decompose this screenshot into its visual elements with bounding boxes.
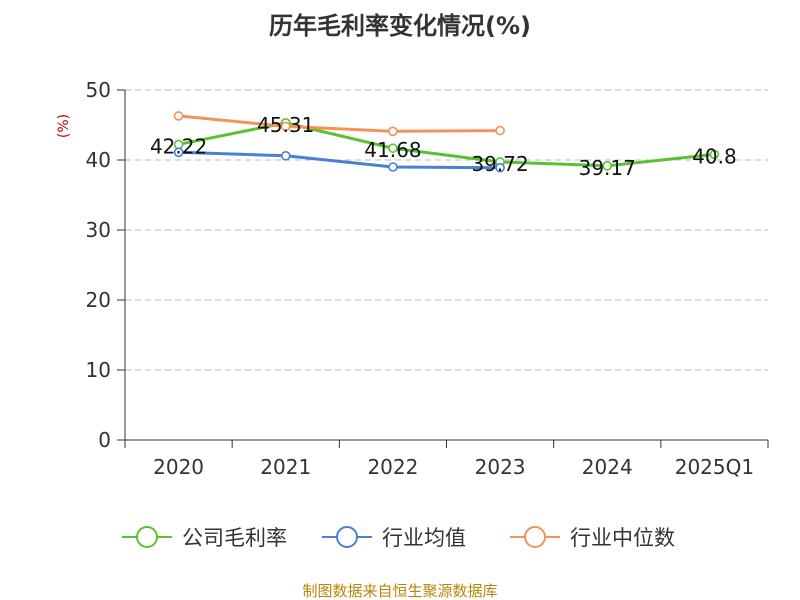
data-point-s1-0: [173, 147, 184, 158]
x-tick-labels: 2020 2021 2022 2023 2024 2025Q1: [153, 455, 754, 479]
y-tick-labels: 0 10 20 30 40 50: [86, 78, 111, 452]
legend-label-2: 行业中位数: [570, 526, 675, 550]
data-point-s0-4: [602, 161, 613, 171]
y-tick-label-20: 20: [86, 288, 111, 312]
data-label-1: 45.31: [257, 113, 314, 137]
data-point-s1-1: [280, 151, 291, 161]
x-tick-label-2021: 2021: [260, 455, 311, 479]
chart-title: 历年毛利率变化情况(%): [269, 12, 531, 40]
data-labels: 42.22 45.31 41.68 39.72 39.17 40.8: [150, 113, 737, 180]
x-tick-label-2020: 2020: [153, 455, 204, 479]
y-tick-label-30: 30: [86, 218, 111, 242]
legend-swatch-marker-0: [136, 526, 158, 548]
legend-item-1[interactable]: 行业均值: [322, 526, 466, 550]
y-tick-label-10: 10: [86, 358, 111, 382]
data-point-s2-0: [173, 111, 184, 121]
data-point-s1-3: [495, 162, 505, 173]
legend-swatch-marker-2: [524, 526, 546, 548]
axes: [117, 89, 769, 448]
legend-item-2[interactable]: 行业中位数: [510, 526, 675, 550]
legend[interactable]: 公司毛利率 行业均值 行业中位数: [122, 526, 675, 550]
y-tick-label-0: 0: [98, 428, 111, 452]
x-tick-label-2025Q1: 2025Q1: [675, 455, 754, 479]
x-tick-label-2023: 2023: [475, 455, 526, 479]
series-line-2: [178, 114, 501, 133]
legend-label-1: 行业均值: [382, 526, 466, 550]
series-line-0: [178, 121, 715, 168]
x-tick-label-2022: 2022: [367, 455, 418, 479]
data-point-s0-2: [388, 143, 398, 154]
series-group: [173, 111, 720, 173]
data-point-s2-2: [388, 126, 398, 137]
data-label-3: 39.72: [471, 152, 528, 176]
series-line-1: [178, 150, 501, 170]
source-note: 制图数据来自恒生聚源数据库: [302, 582, 497, 600]
y-axis-label: (%): [56, 114, 72, 138]
data-label-4: 39.17: [579, 156, 636, 180]
legend-label-0: 公司毛利率: [182, 526, 287, 550]
data-label-0: 42.22: [150, 134, 207, 158]
data-point-s2-3: [495, 125, 505, 136]
data-point-s2-1: [280, 121, 291, 132]
x-tick-label-2024: 2024: [582, 455, 633, 479]
data-point-s1-2: [388, 162, 398, 172]
data-point-s0-5: [709, 149, 720, 160]
data-label-5: 40.8: [692, 144, 737, 168]
legend-item-0[interactable]: 公司毛利率: [122, 526, 287, 550]
y-tick-label-50: 50: [86, 78, 111, 102]
data-label-2: 41.68: [364, 138, 421, 162]
y-tick-label-40: 40: [86, 148, 111, 172]
legend-swatch-marker-1: [336, 526, 358, 548]
